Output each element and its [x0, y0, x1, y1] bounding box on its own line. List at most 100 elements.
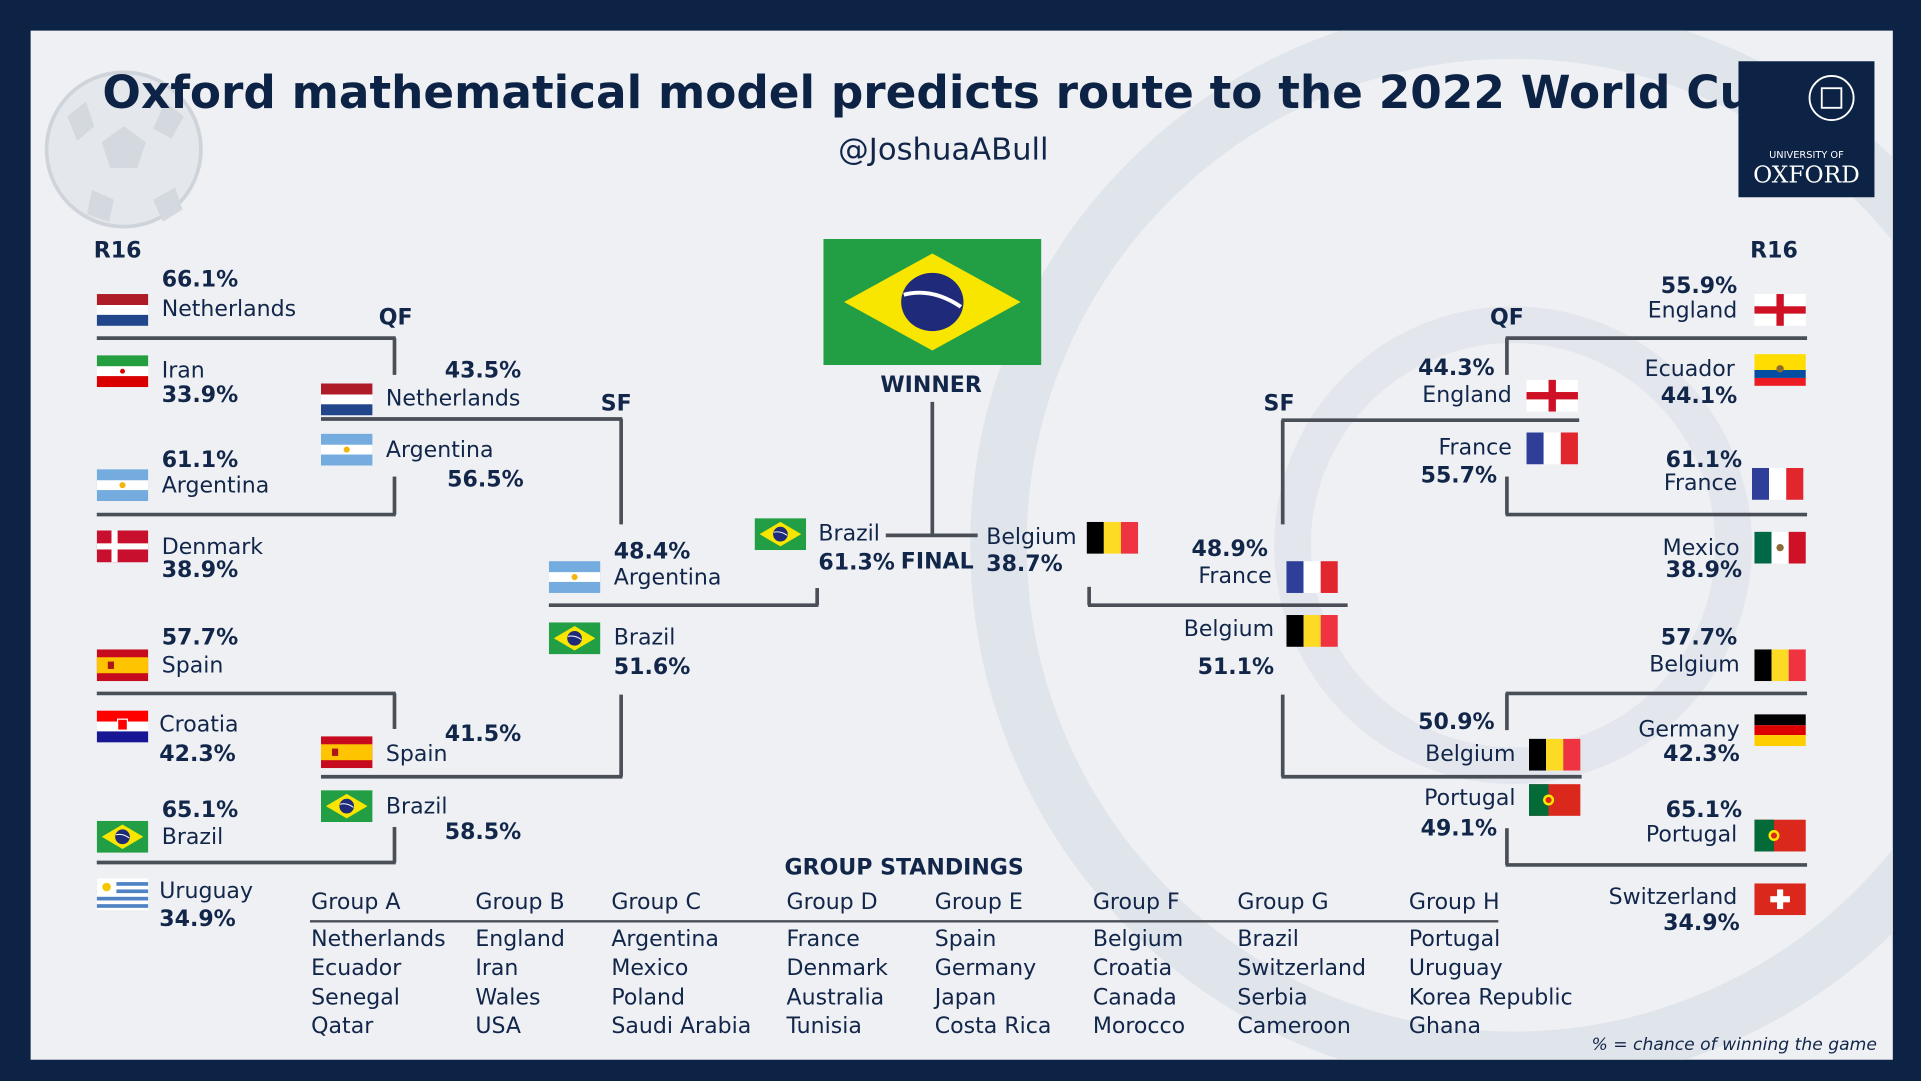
background-art	[44, 30, 1893, 1060]
win-chance: 58.5%	[444, 819, 522, 846]
flag	[96, 355, 149, 388]
team-name: Spain	[161, 652, 224, 679]
team-name: Netherlands	[161, 296, 297, 323]
team-name: Ecuador	[1644, 356, 1735, 383]
win-chance: 38.9%	[161, 557, 239, 584]
team-name: Netherlands	[385, 385, 521, 412]
win-chance: 61.3%	[818, 550, 895, 576]
round-label: R16	[93, 237, 142, 264]
group-standings-title: GROUP STANDINGS	[784, 855, 1024, 881]
round-label: QF	[378, 305, 413, 331]
group-name: Group F	[1092, 889, 1180, 916]
flag	[320, 383, 373, 416]
group-team: Germany	[934, 955, 1037, 982]
round-label: R16	[1750, 237, 1798, 264]
round-label: QF	[1489, 305, 1524, 331]
flag	[1086, 521, 1139, 554]
win-chance: 38.9%	[1665, 557, 1743, 584]
team-name: Switzerland	[1608, 884, 1738, 911]
round-label: FINAL	[900, 548, 974, 575]
team-name: France	[1438, 434, 1512, 461]
win-chance: 61.1%	[1665, 447, 1743, 473]
group-team: France	[786, 926, 860, 952]
win-chance: 33.9%	[161, 382, 239, 408]
win-chance: 65.1%	[1665, 797, 1743, 824]
flag	[96, 530, 149, 563]
team-name: Belgium	[1425, 741, 1516, 767]
win-chance: 49.1%	[1420, 815, 1498, 842]
flag	[1754, 294, 1806, 326]
round-label: SF	[1263, 390, 1295, 417]
flag	[320, 736, 373, 769]
group-name: Group G	[1237, 889, 1329, 916]
flag	[1528, 784, 1581, 816]
team-name: Uruguay	[159, 878, 253, 905]
flag	[1286, 561, 1338, 593]
flag	[754, 518, 807, 551]
group-team: Iran	[475, 955, 519, 982]
group-name: Group D	[786, 889, 878, 916]
win-chance: 65.1%	[161, 797, 239, 824]
win-chance: 42.3%	[1663, 741, 1740, 767]
group-team: Ghana	[1408, 1013, 1481, 1039]
win-chance: 51.6%	[613, 654, 691, 680]
team-name: Brazil	[818, 520, 880, 547]
flag	[1754, 531, 1806, 564]
flag	[96, 469, 149, 502]
group-team: Morocco	[1092, 1013, 1186, 1039]
win-chance: 42.3%	[159, 741, 236, 767]
win-chance: 55.7%	[1420, 463, 1498, 489]
team-name: Belgium	[1649, 651, 1740, 678]
group-team: Cameroon	[1237, 1013, 1351, 1039]
group-team: Argentina	[611, 926, 719, 952]
win-chance: 44.3%	[1418, 355, 1495, 382]
team-name: Belgium	[1183, 616, 1275, 642]
flag	[1526, 379, 1578, 412]
group-team: Senegal	[311, 985, 400, 1011]
group-team: Netherlands	[311, 926, 446, 952]
win-chance: 34.9%	[159, 906, 236, 933]
oxford-logo: UNIVERSITY OF OXFORD	[1738, 61, 1875, 198]
team-name: France	[1663, 470, 1738, 497]
group-team: Portugal	[1408, 926, 1501, 952]
flag	[1754, 354, 1806, 386]
flag	[96, 820, 149, 853]
flag	[548, 622, 601, 655]
team-name: France	[1198, 563, 1272, 590]
group-name: Group A	[311, 889, 401, 916]
group-name: Group E	[934, 889, 1023, 916]
flag	[320, 790, 373, 823]
group-team: Belgium	[1092, 926, 1184, 952]
group-team: Australia	[786, 985, 885, 1011]
flag	[1754, 819, 1806, 852]
panel	[30, 30, 1893, 1060]
group-team: Costa Rica	[934, 1013, 1052, 1039]
team-name: Argentina	[161, 472, 270, 499]
flag	[1286, 615, 1338, 647]
win-chance: 44.1%	[1660, 383, 1738, 410]
footnote: % = chance of winning the game	[1591, 1035, 1877, 1055]
group-team: Mexico	[611, 955, 689, 982]
team-name: Spain	[385, 741, 448, 767]
group-team: Brazil	[1237, 926, 1299, 952]
flag	[96, 878, 149, 911]
win-chance: 66.1%	[161, 267, 239, 293]
team-name: Argentina	[613, 564, 722, 591]
team-name: Argentina	[385, 437, 494, 464]
flag	[320, 433, 373, 466]
team-name: Belgium	[986, 524, 1077, 551]
group-name: Group B	[475, 889, 565, 916]
flag	[1754, 883, 1806, 916]
group-name: Group H	[1408, 889, 1500, 916]
win-chance: 56.5%	[447, 466, 524, 493]
team-name: England	[1422, 382, 1512, 408]
logo-line1: UNIVERSITY OF	[1769, 149, 1844, 161]
round-label: WINNER	[880, 372, 982, 399]
flag	[96, 710, 149, 743]
group-team: Switzerland	[1237, 955, 1367, 982]
win-chance: 57.7%	[161, 624, 239, 651]
team-name: Croatia	[159, 711, 239, 738]
group-team: Ecuador	[311, 955, 402, 982]
